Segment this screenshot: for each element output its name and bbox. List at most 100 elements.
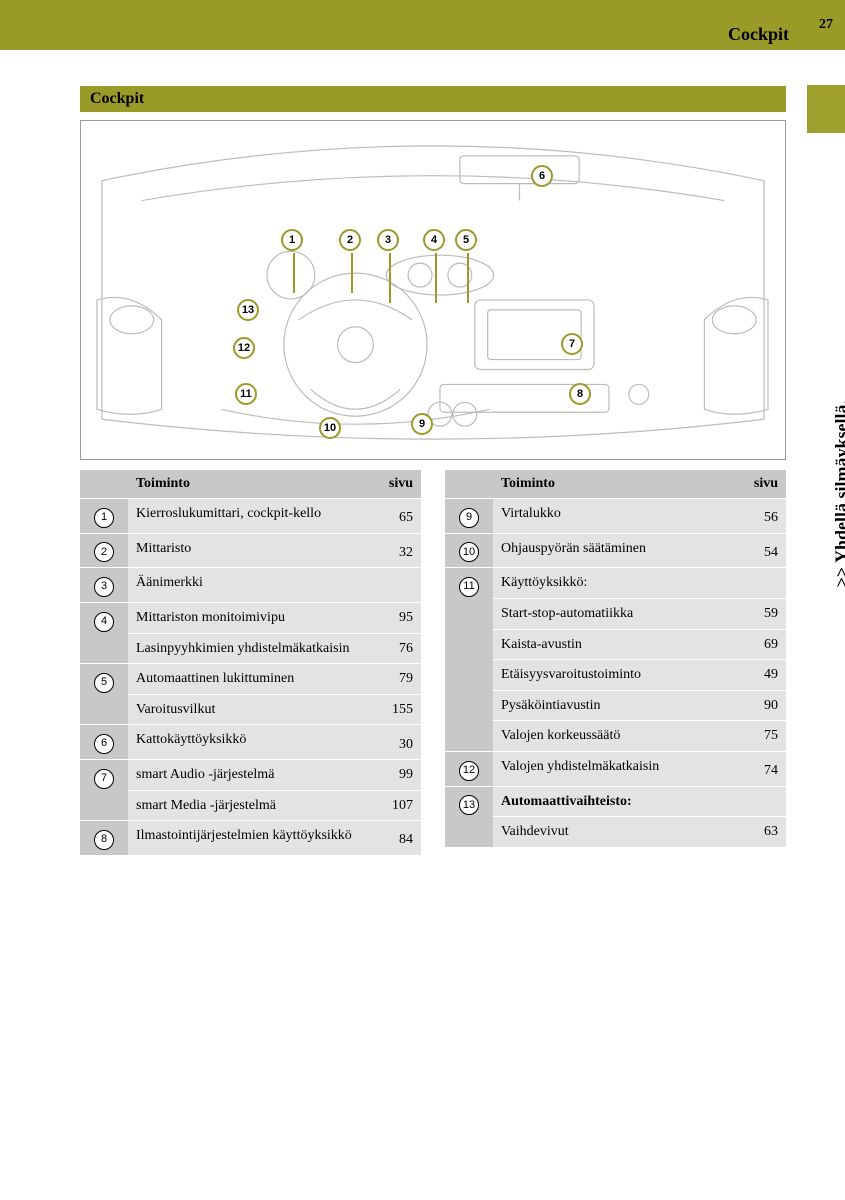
table-row: Valojen korkeussäätö75 — [445, 721, 786, 752]
page-ref: 95 — [363, 603, 421, 634]
page-ref — [728, 786, 786, 817]
function-text: Etäisyysvaroitustoiminto — [493, 660, 728, 691]
function-text: Automaattivaihteisto: — [493, 786, 728, 817]
content-area: Cockpit — [80, 86, 786, 855]
function-text: Automaattinen lukittuminen — [128, 664, 363, 695]
circled-number-icon: 3 — [94, 577, 114, 597]
callout-13: 13 — [237, 299, 259, 321]
tables-container: Toiminto sivu 1Kierroslukumittari, cockp… — [80, 470, 786, 855]
page-ref: 76 — [363, 633, 421, 664]
callout-11: 11 — [235, 383, 257, 405]
side-label: >> Yhdellä silmäyksellä. — [831, 400, 845, 587]
cockpit-diagram: 12345678910111213 — [80, 120, 786, 460]
row-number: 10 — [445, 533, 493, 568]
page-ref: 79 — [363, 664, 421, 695]
circled-number-icon: 9 — [459, 508, 479, 528]
header-bar — [0, 0, 845, 50]
page-number: 27 — [807, 0, 845, 50]
col-num — [445, 470, 493, 499]
function-text: Virtalukko — [493, 499, 728, 534]
page-ref: 30 — [363, 725, 421, 760]
row-number: 6 — [80, 725, 128, 760]
page-ref: 155 — [363, 694, 421, 725]
circled-number-icon: 2 — [94, 542, 114, 562]
function-text: Varoitusvilkut — [128, 694, 363, 725]
page-ref: 32 — [363, 533, 421, 568]
callout-3: 3 — [377, 229, 399, 251]
table-row: Etäisyysvaroitustoiminto49 — [445, 660, 786, 691]
callout-7: 7 — [561, 333, 583, 355]
section-title: Cockpit — [80, 86, 786, 112]
circled-number-icon: 10 — [459, 542, 479, 562]
circled-number-icon: 6 — [94, 734, 114, 754]
circled-number-icon: 11 — [459, 577, 479, 597]
callout-8: 8 — [569, 383, 591, 405]
table-row: 13 Automaattivaihteisto: — [445, 786, 786, 817]
row-number: 2 — [80, 533, 128, 568]
function-text: Ohjauspyörän säätäminen — [493, 533, 728, 568]
page-ref: 56 — [728, 499, 786, 534]
function-text: Ilmastointijärjestelmien käyttöyksikkö — [128, 821, 363, 855]
col-function: Toiminto — [128, 470, 363, 499]
callout-2: 2 — [339, 229, 361, 251]
table-row: Vaihdevivut63 — [445, 817, 786, 847]
function-text: Start-stop-automatiikka — [493, 599, 728, 630]
table-row: Pysäköintiavustin90 — [445, 690, 786, 721]
table-row: Lasinpyyhkimien yhdistelmäkatkaisin76 — [80, 633, 421, 664]
row-number: 8 — [80, 821, 128, 855]
row-number: 4 — [80, 603, 128, 664]
table-row: 4Mittariston monitoimivipu95 — [80, 603, 421, 634]
circled-number-icon: 13 — [459, 795, 479, 815]
table-row: 9 Virtalukko56 — [445, 499, 786, 534]
page-ref — [728, 568, 786, 599]
row-number: 11 — [445, 568, 493, 752]
col-num — [80, 470, 128, 499]
row-number: 9 — [445, 499, 493, 534]
col-function: Toiminto — [493, 470, 728, 499]
page-ref: 63 — [728, 817, 786, 847]
function-text: Vaihdevivut — [493, 817, 728, 847]
table-row: 10 Ohjauspyörän säätäminen54 — [445, 533, 786, 568]
page-ref: 54 — [728, 533, 786, 568]
table-row: 12Valojen yhdistelmäkatkaisin74 — [445, 751, 786, 786]
callout-5: 5 — [455, 229, 477, 251]
circled-number-icon: 7 — [94, 769, 114, 789]
function-text: Kattokäyttöyksikkö — [128, 725, 363, 760]
page-ref: 74 — [728, 751, 786, 786]
table-row: Varoitusvilkut155 — [80, 694, 421, 725]
function-text: smart Audio -järjestelmä — [128, 760, 363, 791]
page-ref: 69 — [728, 629, 786, 660]
page-ref: 49 — [728, 660, 786, 691]
row-number: 12 — [445, 751, 493, 786]
callout-4: 4 — [423, 229, 445, 251]
row-number: 7 — [80, 760, 128, 821]
table-row: Kaista-avustin69 — [445, 629, 786, 660]
callout-12: 12 — [233, 337, 255, 359]
page-ref: 99 — [363, 760, 421, 791]
table-row: 1Kierroslukumittari, cockpit-kello65 — [80, 499, 421, 534]
side-tab — [807, 85, 845, 133]
table-row: 2Mittaristo32 — [80, 533, 421, 568]
table-row: Start-stop-automatiikka59 — [445, 599, 786, 630]
row-number: 5 — [80, 664, 128, 725]
table-row: 5Automaattinen lukittuminen79 — [80, 664, 421, 695]
function-text: Lasinpyyhkimien yhdistelmäkatkaisin — [128, 633, 363, 664]
page-ref: 90 — [728, 690, 786, 721]
callout-10: 10 — [319, 417, 341, 439]
header-title: Cockpit — [728, 24, 789, 45]
function-text: Pysäköintiavustin — [493, 690, 728, 721]
function-table-left: Toiminto sivu 1Kierroslukumittari, cockp… — [80, 470, 421, 855]
function-text: Kaista-avustin — [493, 629, 728, 660]
circled-number-icon: 1 — [94, 508, 114, 528]
function-table-right: Toiminto sivu 9Virtalukko5610Ohjauspyörä… — [445, 470, 786, 847]
table-row: 7 smart Audio -järjestelmä99 — [80, 760, 421, 791]
circled-number-icon: 4 — [94, 612, 114, 632]
function-text: Äänimerkki — [128, 568, 363, 603]
page-ref: 65 — [363, 499, 421, 534]
function-text: Valojen korkeussäätö — [493, 721, 728, 752]
callout-9: 9 — [411, 413, 433, 435]
callout-6: 6 — [531, 165, 553, 187]
table-row: 3 Äänimerkki — [80, 568, 421, 603]
function-text: Valojen yhdistelmäkatkaisin — [493, 751, 728, 786]
row-number: 13 — [445, 786, 493, 847]
